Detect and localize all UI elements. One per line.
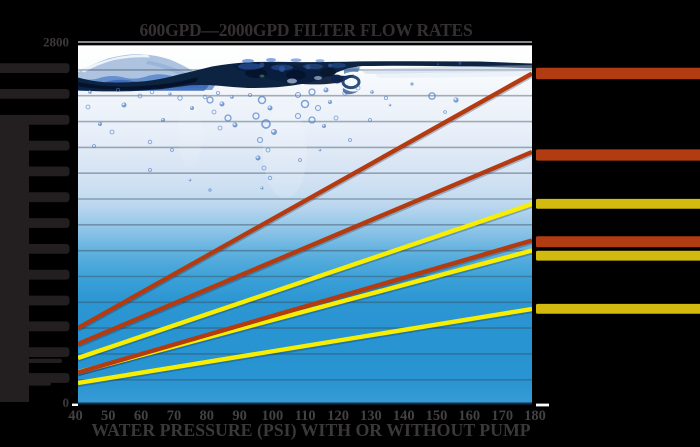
svg-text:140: 140	[393, 408, 415, 424]
svg-text:170: 170	[491, 408, 513, 424]
svg-text:180: 180	[524, 408, 546, 424]
svg-text:110: 110	[295, 408, 316, 424]
svg-text:40: 40	[68, 408, 83, 424]
svg-text:600GPD—2000GPD FILTER FLOW RAT: 600GPD—2000GPD FILTER FLOW RATES	[139, 20, 472, 40]
svg-text:130: 130	[360, 408, 382, 424]
svg-text:150: 150	[426, 408, 448, 424]
svg-text:WATER PRESSURE (PSI) WITH OR W: WATER PRESSURE (PSI) WITH OR WITHOUT PUM…	[91, 420, 530, 441]
svg-text:60: 60	[134, 408, 149, 424]
svg-text:120: 120	[327, 408, 349, 424]
svg-text:90: 90	[232, 408, 247, 424]
svg-text:70: 70	[167, 408, 182, 424]
svg-text:160: 160	[458, 408, 480, 424]
svg-text:0: 0	[63, 395, 70, 410]
svg-text:80: 80	[200, 408, 215, 424]
svg-text:50: 50	[101, 408, 116, 424]
svg-text:100: 100	[262, 408, 284, 424]
svg-text:2800: 2800	[43, 35, 69, 50]
